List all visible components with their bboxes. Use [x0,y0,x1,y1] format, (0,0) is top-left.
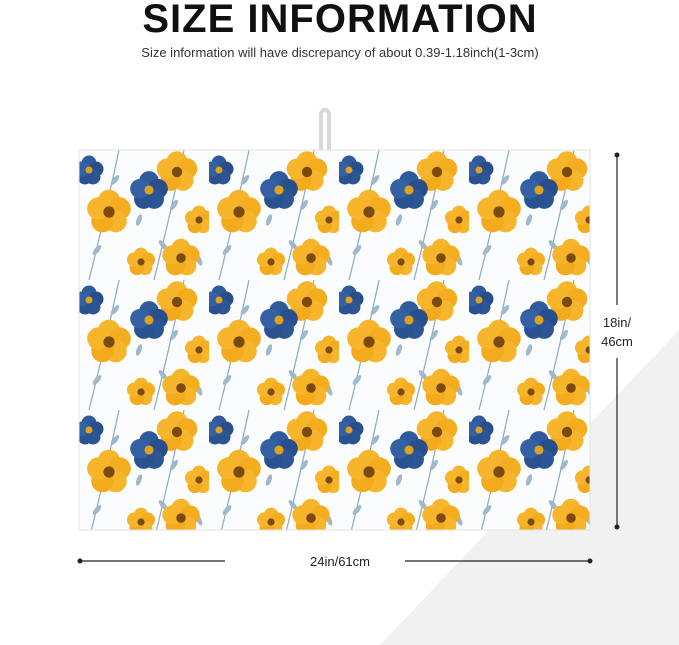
dot [614,152,620,158]
subtitle: Size information will have discrepancy o… [141,45,538,60]
dot [77,558,83,564]
hanging-loop [319,107,331,150]
height-label: 46cm [601,334,633,349]
height-label: 18in/ [603,315,632,330]
floral-mat [78,149,591,531]
width-label: 24in/61cm [310,554,370,569]
dot [614,524,620,530]
title: SIZE INFORMATION [142,0,537,41]
dot [587,558,593,564]
